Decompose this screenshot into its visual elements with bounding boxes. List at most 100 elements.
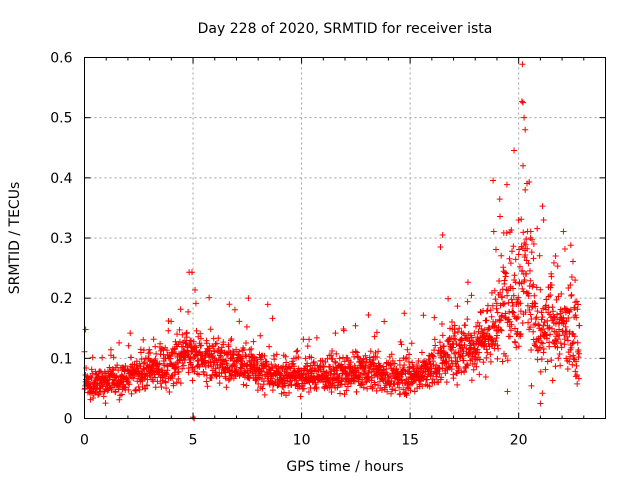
data-point <box>560 228 567 235</box>
data-point <box>168 318 175 325</box>
data-point <box>150 336 157 343</box>
data-point <box>211 348 218 355</box>
data-point <box>175 369 182 376</box>
data-point <box>440 343 447 350</box>
data-point <box>539 390 546 397</box>
data-point <box>320 363 327 370</box>
data-point <box>347 359 354 366</box>
data-point <box>454 358 461 365</box>
data-point <box>419 383 426 390</box>
data-point <box>572 312 579 319</box>
data-point <box>546 324 553 331</box>
data-point <box>568 344 575 351</box>
data-point <box>506 228 513 235</box>
data-point <box>127 330 134 337</box>
data-point <box>90 394 97 401</box>
data-point <box>449 344 456 351</box>
data-point <box>511 147 518 154</box>
data-point <box>140 336 147 343</box>
data-point <box>102 400 109 407</box>
data-point <box>163 371 170 378</box>
data-point <box>294 347 301 354</box>
data-point <box>555 336 562 343</box>
data-point <box>391 360 398 367</box>
data-point <box>173 379 180 386</box>
data-point <box>506 255 513 262</box>
data-point <box>483 346 490 353</box>
data-point <box>508 296 515 303</box>
data-point <box>465 350 472 357</box>
data-point <box>141 359 148 366</box>
data-point <box>568 291 575 298</box>
data-point <box>358 380 365 387</box>
x-tick-label: 0 <box>80 433 89 449</box>
data-point <box>183 330 190 337</box>
data-point <box>489 302 496 309</box>
data-point <box>527 277 534 284</box>
data-point <box>233 366 240 373</box>
data-point <box>333 367 340 374</box>
data-point <box>555 293 562 300</box>
data-point <box>405 358 412 365</box>
data-point <box>546 343 553 350</box>
data-point <box>369 384 376 391</box>
data-point <box>480 359 487 366</box>
data-point <box>517 300 524 307</box>
data-point <box>413 361 420 368</box>
data-point <box>502 310 509 317</box>
data-point <box>451 335 458 342</box>
data-point <box>497 289 504 296</box>
data-point <box>266 343 273 350</box>
data-point <box>567 353 574 360</box>
data-point <box>494 342 501 349</box>
data-point <box>249 370 256 377</box>
data-point <box>216 373 223 380</box>
data-point <box>337 390 344 397</box>
data-point <box>327 352 334 359</box>
data-point <box>525 290 532 297</box>
data-point <box>512 325 519 332</box>
data-point <box>370 360 377 367</box>
data-point <box>574 306 581 313</box>
data-point <box>539 203 546 210</box>
data-point <box>476 349 483 356</box>
data-point <box>304 343 311 350</box>
data-point <box>332 330 339 337</box>
data-point <box>88 375 95 382</box>
data-point <box>548 273 555 280</box>
data-point <box>557 340 564 347</box>
data-point <box>383 366 390 373</box>
data-point <box>496 196 503 203</box>
data-point <box>204 383 211 390</box>
data-point <box>268 361 275 368</box>
data-point <box>271 356 278 363</box>
data-point <box>215 335 222 342</box>
data-point <box>372 349 379 356</box>
data-point <box>530 255 537 262</box>
data-point <box>525 260 532 267</box>
data-point <box>468 344 475 351</box>
data-point <box>508 321 515 328</box>
data-point <box>93 382 100 389</box>
data-point <box>569 340 576 347</box>
data-point <box>572 373 579 380</box>
data-point <box>189 365 196 372</box>
data-point <box>561 245 568 252</box>
data-point <box>209 342 216 349</box>
data-point <box>240 381 247 388</box>
data-point <box>116 339 123 346</box>
data-point <box>144 382 151 389</box>
data-point <box>451 322 458 329</box>
data-point <box>365 369 372 376</box>
data-point <box>203 372 210 379</box>
data-point <box>515 294 522 301</box>
data-point <box>491 287 498 294</box>
data-point <box>507 260 514 267</box>
data-point <box>256 372 263 379</box>
data-point <box>527 228 534 235</box>
data-point <box>513 344 520 351</box>
data-point <box>468 334 475 341</box>
data-point <box>498 313 505 320</box>
data-point <box>313 385 320 392</box>
x-axis-title: GPS time / hours <box>286 459 403 475</box>
